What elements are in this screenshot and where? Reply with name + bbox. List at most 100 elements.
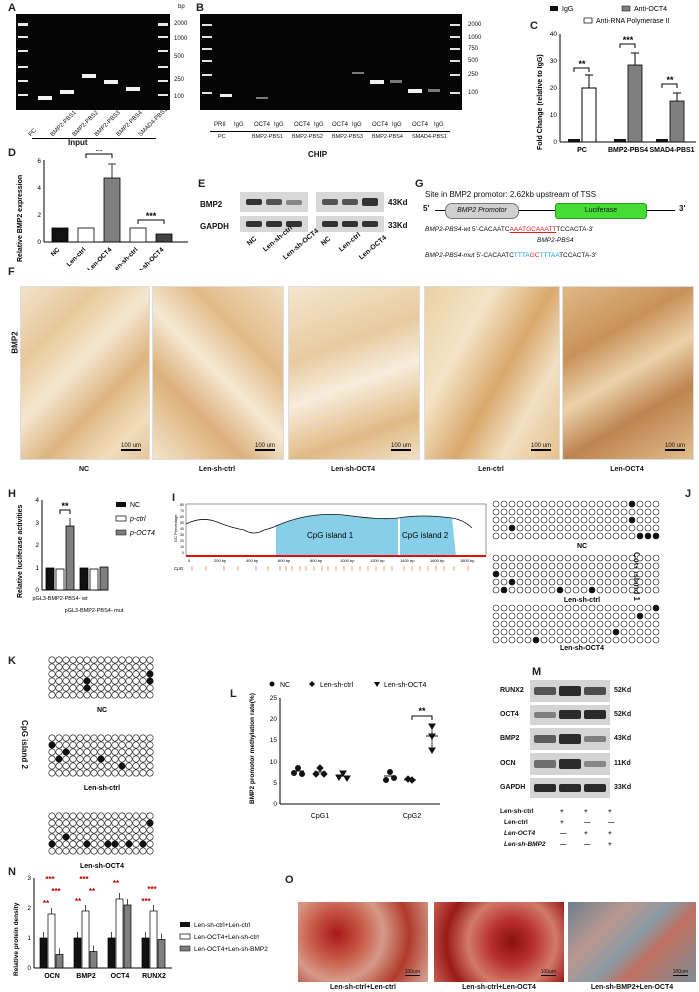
- unmethylated-cpg: [508, 636, 516, 644]
- unmethylated-cpg: [492, 604, 500, 612]
- row-label: OCN: [500, 760, 516, 767]
- unmethylated-cpg: [532, 612, 540, 620]
- unmethylated-cpg: [500, 532, 508, 540]
- unmethylated-cpg: [524, 612, 532, 620]
- unmethylated-cpg: [644, 570, 652, 578]
- methylated-cpg: [104, 840, 112, 848]
- cpg-ticks: [191, 566, 469, 571]
- unmethylated-cpg: [104, 812, 112, 820]
- cpg-xticks: 0 200 bp 400 bp 600 bp 800 bp 1000 bp 12…: [188, 558, 475, 563]
- unmethylated-cpg: [588, 578, 596, 586]
- unmethylated-cpg: [104, 819, 112, 827]
- methylated-cpg: [628, 500, 636, 508]
- unmethylated-cpg: [76, 677, 84, 685]
- ladder-mark: 100: [468, 90, 479, 96]
- chart-l: NC Len-sh-ctrl Len-sh-OCT4 BMP2 promotor…: [249, 681, 440, 820]
- x-tick-label: 1600 bp: [430, 558, 445, 563]
- chart-n-sig: *** *** ** *** ** ** ** *** ***: [43, 875, 158, 908]
- scale-bar: 100um: [672, 969, 688, 976]
- bar-len-sh-oct4: [155, 233, 173, 243]
- unmethylated-cpg: [588, 524, 596, 532]
- unmethylated-cpg: [580, 620, 588, 628]
- ihc-caption: NC: [78, 466, 90, 473]
- ladder-mark: 250: [468, 72, 479, 78]
- unmethylated-cpg: [83, 741, 91, 749]
- unmethylated-cpg: [604, 620, 612, 628]
- unmethylated-cpg: [132, 734, 140, 742]
- bar-oct4-1: [115, 898, 124, 969]
- unmethylated-cpg: [548, 628, 556, 636]
- bar-len-sh-ctrl: [129, 227, 147, 243]
- bar-runx2-0: [141, 937, 150, 969]
- panel-label-c: C: [530, 20, 538, 32]
- y-tick-label: 70: [180, 509, 184, 513]
- unmethylated-cpg: [55, 840, 63, 848]
- unmethylated-cpg: [90, 670, 98, 678]
- y-tick-label: 0: [553, 139, 557, 146]
- unmethylated-cpg: [104, 684, 112, 692]
- sig-label: **: [113, 879, 120, 888]
- unmethylated-cpg: [125, 741, 133, 749]
- unmethylated-cpg: [104, 656, 112, 664]
- unmethylated-cpg: [500, 554, 508, 562]
- unmethylated-cpg: [48, 847, 56, 855]
- blot-m-row-labels: RUNX2 OCT4 BMP2 OCN GAPDH: [500, 680, 530, 802]
- unmethylated-cpg: [620, 628, 628, 636]
- unmethylated-cpg: [118, 734, 126, 742]
- mut-label: BMP2-PBS4-mut: [425, 252, 475, 259]
- unmethylated-cpg: [612, 636, 620, 644]
- unmethylated-cpg: [540, 578, 548, 586]
- unmethylated-cpg: [564, 578, 572, 586]
- blot-e: BMP2 GAPDH 43Kd 33Kd NC Len-sh-ctrl Len-…: [200, 190, 415, 280]
- blot-m-conditions: Len-sh-ctrl Len-ctrl Len-OCT4 Len-sh-BMP…: [500, 808, 699, 868]
- blot-e-row-label: BMP2: [200, 200, 223, 209]
- methylated-cpg: [97, 755, 105, 763]
- lane-label: PC: [27, 127, 38, 138]
- y-tick-label: 40: [180, 527, 184, 531]
- unmethylated-cpg: [580, 578, 588, 586]
- unmethylated-cpg: [596, 516, 604, 524]
- unmethylated-cpg: [146, 734, 154, 742]
- unmethylated-cpg: [48, 833, 56, 841]
- unmethylated-cpg: [97, 748, 105, 756]
- unmethylated-cpg: [69, 748, 77, 756]
- unmethylated-cpg: [596, 554, 604, 562]
- unmethylated-cpg: [636, 508, 644, 516]
- unmethylated-cpg: [580, 562, 588, 570]
- x-tick-label: NC: [50, 246, 62, 258]
- bar-bmp2-0: [73, 937, 82, 969]
- unmethylated-cpg: [83, 656, 91, 664]
- unmethylated-cpg: [97, 656, 105, 664]
- sign: +: [608, 808, 612, 815]
- x-tick-label: OCN: [44, 973, 60, 980]
- legend-swatch: [116, 502, 126, 507]
- unmethylated-cpg: [118, 840, 126, 848]
- unmethylated-cpg: [636, 578, 644, 586]
- sig-bracket: [619, 43, 636, 48]
- unmethylated-cpg: [500, 620, 508, 628]
- unmethylated-cpg: [548, 532, 556, 540]
- unmethylated-cpg: [69, 734, 77, 742]
- unmethylated-cpg: [132, 847, 140, 855]
- methylated-cpg: [588, 586, 596, 594]
- unmethylated-cpg: [55, 769, 63, 777]
- scheme-promoter-box: BMP2 Promotor: [445, 203, 519, 219]
- unmethylated-cpg: [69, 670, 77, 678]
- unmethylated-cpg: [132, 819, 140, 827]
- sig-bracket: [411, 715, 433, 720]
- blot-m: RUNX2 OCT4 BMP2 OCN GAPDH 52Kd 52Kd 43Kd…: [500, 680, 699, 870]
- chart-n-xlabels: OCN BMP2 OCT4 RUNX2: [44, 973, 166, 980]
- unmethylated-cpg: [62, 691, 70, 699]
- unmethylated-cpg: [500, 604, 508, 612]
- unmethylated-cpg: [516, 516, 524, 524]
- gel-chip-panel: 2000 1000 750 500 250 100 PRII IgG OCT4 …: [196, 14, 526, 164]
- unmethylated-cpg: [532, 500, 540, 508]
- unmethylated-cpg: [118, 826, 126, 834]
- unmethylated-cpg: [90, 769, 98, 777]
- unmethylated-cpg: [97, 741, 105, 749]
- unmethylated-cpg: [540, 516, 548, 524]
- unmethylated-cpg: [556, 516, 564, 524]
- sig-bracket: [661, 83, 678, 88]
- lane-label: OCT4: [412, 122, 429, 128]
- unmethylated-cpg: [76, 684, 84, 692]
